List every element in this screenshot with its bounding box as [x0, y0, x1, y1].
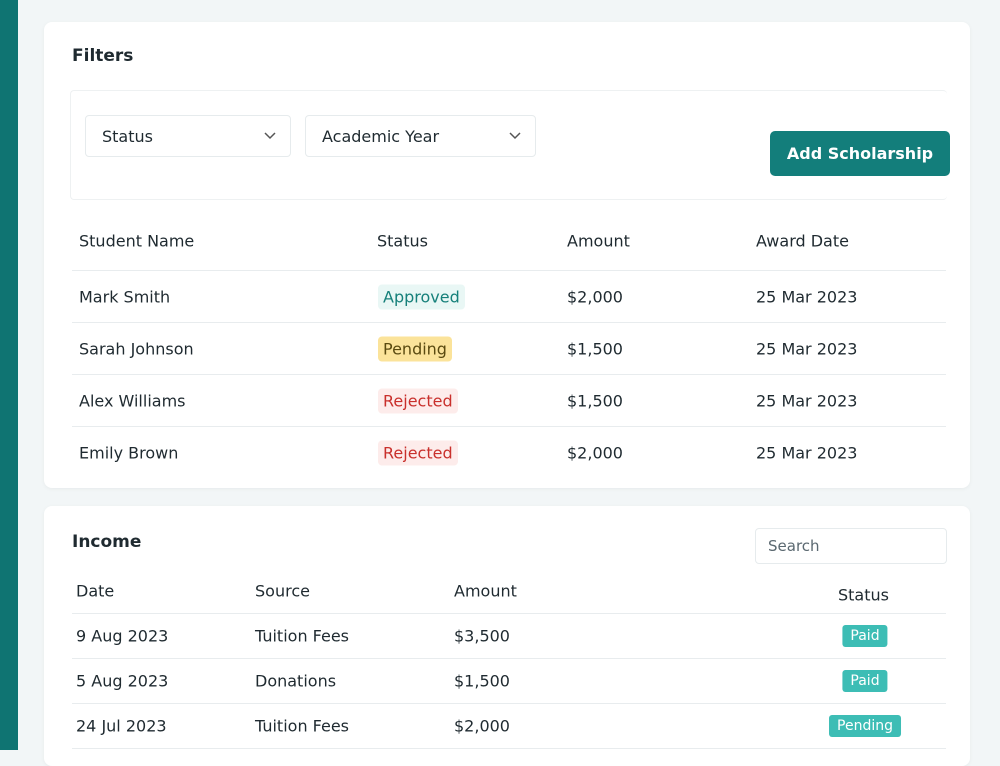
status-pill: Paid [842, 670, 888, 692]
cell-amount: $1,500 [567, 339, 623, 359]
search-placeholder: Search [768, 537, 820, 555]
status-pill: Pending [829, 715, 901, 737]
column-header: Award Date [756, 231, 849, 251]
filter-bar [70, 90, 947, 200]
column-header: Date [76, 581, 115, 601]
cell-source: Donations [255, 671, 337, 691]
cell-amount: $2,000 [567, 287, 623, 307]
row-divider [72, 703, 946, 704]
column-header: Student Name [79, 231, 195, 251]
cell-date: 25 Mar 2023 [756, 339, 858, 359]
select-label: Status [102, 126, 153, 146]
cell-date: 25 Mar 2023 [756, 391, 858, 411]
column-header: Status [377, 231, 428, 251]
cell-amount: $1,500 [567, 391, 623, 411]
status-pill: Paid [842, 625, 888, 647]
status-badge: Pending [378, 336, 452, 362]
cell-date: 24 Jul 2023 [76, 716, 167, 736]
select-label: Academic Year [322, 126, 440, 146]
cell-amount: $2,000 [567, 443, 623, 463]
status-badge: Approved [378, 284, 465, 310]
year-select[interactable]: Academic Year [305, 115, 536, 157]
row-divider [72, 426, 946, 427]
row-divider [72, 748, 946, 749]
income-title: Income [72, 532, 142, 552]
cell-name: Emily Brown [79, 443, 179, 463]
cell-name: Alex Williams [79, 391, 186, 411]
row-divider [72, 270, 946, 271]
search-input[interactable]: Search [755, 528, 947, 564]
column-header: Amount [454, 581, 517, 601]
cell-date: 9 Aug 2023 [76, 626, 169, 646]
filters-title: Filters [72, 46, 134, 66]
row-divider [72, 374, 946, 375]
cell-amount: $2,000 [454, 716, 510, 736]
column-header: Source [255, 581, 310, 601]
cell-date: 25 Mar 2023 [756, 443, 858, 463]
cell-amount: $1,500 [454, 671, 510, 691]
column-header: Status [838, 585, 889, 605]
status-select[interactable]: Status [85, 115, 291, 157]
sidebar [0, 0, 18, 750]
row-divider [72, 658, 946, 659]
status-badge: Rejected [378, 440, 458, 466]
cell-name: Mark Smith [79, 287, 171, 307]
cell-name: Sarah Johnson [79, 339, 194, 359]
page: Filters Status Academic Year Add Scholar… [0, 0, 970, 766]
chevron [264, 132, 276, 140]
chevron [509, 132, 521, 140]
cell-amount: $3,500 [454, 626, 510, 646]
column-header: Amount [567, 231, 630, 251]
add-scholarship-button[interactable]: Add Scholarship [770, 131, 950, 176]
cell-date: 25 Mar 2023 [756, 287, 858, 307]
scholarship-card [44, 22, 970, 488]
row-divider [72, 613, 946, 614]
cell-date: 5 Aug 2023 [76, 671, 169, 691]
cell-source: Tuition Fees [255, 716, 350, 736]
cell-source: Tuition Fees [255, 626, 350, 646]
status-badge: Rejected [378, 388, 458, 414]
row-divider [72, 322, 946, 323]
